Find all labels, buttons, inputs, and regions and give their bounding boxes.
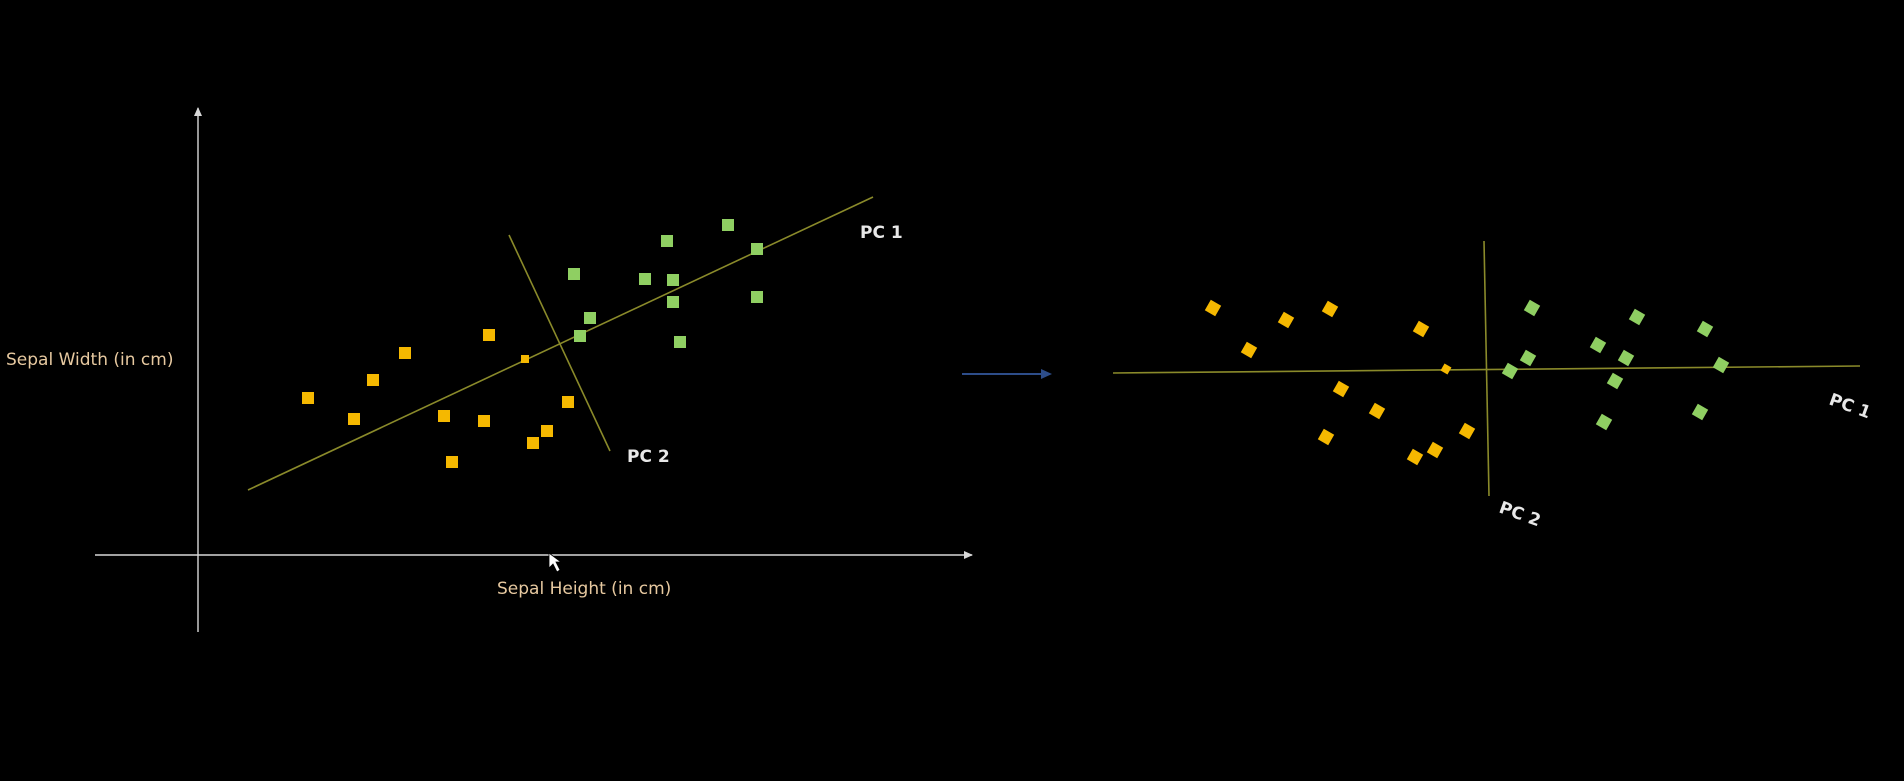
data-point	[1501, 362, 1519, 380]
mouse-pointer-icon	[548, 552, 563, 573]
data-point	[751, 291, 763, 303]
data-point	[1321, 300, 1339, 318]
pc2-label-left: PC 2	[627, 447, 670, 467]
data-point	[574, 330, 586, 342]
pc1-label-right: PC 1	[1826, 390, 1873, 423]
data-point	[1712, 356, 1730, 374]
data-point	[483, 329, 495, 341]
data-point	[478, 415, 490, 427]
data-point	[1606, 372, 1624, 390]
data-point	[1406, 448, 1424, 466]
data-point	[348, 413, 360, 425]
data-point	[661, 235, 673, 247]
data-point	[1617, 349, 1635, 367]
principal-component-space: PC 1 PC 2	[1112, 240, 1873, 531]
data-point	[302, 392, 314, 404]
pc2-axis-right	[1483, 240, 1490, 497]
left-points-class-b	[568, 219, 763, 348]
data-point	[1426, 441, 1444, 459]
data-point	[1368, 402, 1386, 420]
data-point	[667, 274, 679, 286]
data-point	[1204, 299, 1222, 317]
data-point	[1519, 349, 1537, 367]
data-point	[722, 219, 734, 231]
data-point	[751, 243, 763, 255]
data-point	[1440, 363, 1452, 375]
data-point	[399, 347, 411, 359]
data-point	[446, 456, 458, 468]
left-points-class-a	[302, 329, 574, 468]
pc2-axis-left	[508, 234, 611, 452]
pc1-label-left: PC 1	[860, 223, 903, 243]
data-point	[1589, 336, 1607, 354]
data-point	[1696, 320, 1714, 338]
data-point	[1240, 341, 1258, 359]
data-point	[1317, 428, 1335, 446]
original-feature-space: Sepal Width (in cm) Sepal Height (in cm)…	[6, 107, 973, 632]
data-point	[1458, 422, 1476, 440]
data-point	[1523, 299, 1541, 317]
data-point	[438, 410, 450, 422]
data-point	[568, 268, 580, 280]
data-point	[584, 312, 596, 324]
data-point	[521, 355, 529, 363]
x-axis-label: Sepal Height (in cm)	[497, 579, 671, 599]
y-axis-label: Sepal Width (in cm)	[6, 350, 173, 370]
data-point	[562, 396, 574, 408]
data-point	[527, 437, 539, 449]
data-point	[1412, 320, 1430, 338]
data-point	[667, 296, 679, 308]
data-point	[1332, 380, 1350, 398]
data-point	[1277, 311, 1295, 329]
data-point	[367, 374, 379, 386]
data-point	[1691, 403, 1709, 421]
data-point	[639, 273, 651, 285]
data-point	[674, 336, 686, 348]
data-point	[541, 425, 553, 437]
data-point	[1595, 413, 1613, 431]
data-point	[1628, 308, 1646, 326]
right-points-class-b	[1501, 299, 1730, 431]
pc2-label-right: PC 2	[1496, 498, 1543, 531]
right-points-class-a	[1204, 299, 1476, 466]
